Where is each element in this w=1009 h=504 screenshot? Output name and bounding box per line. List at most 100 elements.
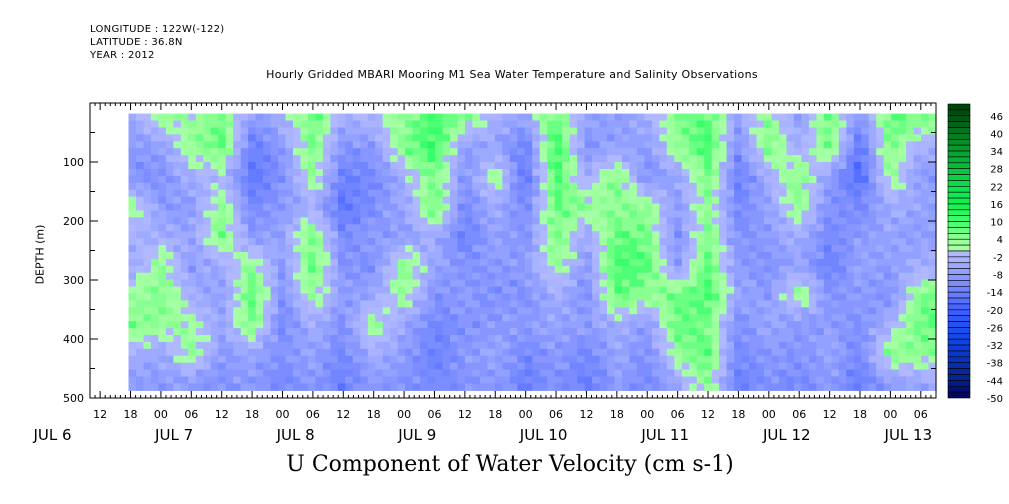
- heatmap-cell: [218, 293, 227, 301]
- heatmap-cell: [195, 182, 204, 191]
- heatmap-cell: [293, 127, 302, 135]
- heatmap-cell: [592, 141, 601, 149]
- heatmap-cell: [741, 362, 750, 371]
- heatmap-cell: [397, 265, 406, 274]
- heatmap-cell: [465, 196, 474, 205]
- heatmap-cell: [278, 300, 287, 308]
- heatmap-cell: [823, 169, 832, 177]
- heatmap-cell: [928, 252, 937, 260]
- heatmap-cell: [883, 355, 892, 364]
- heatmap-cell: [427, 293, 436, 301]
- x-hour-tick-label: 00: [883, 408, 897, 421]
- heatmap-cell: [173, 383, 182, 391]
- heatmap-cell: [128, 258, 137, 267]
- heatmap-cell: [322, 383, 331, 391]
- heatmap-cell: [666, 252, 675, 260]
- heatmap-cell: [405, 175, 414, 184]
- heatmap-cell: [891, 148, 900, 156]
- x-hour-tick-label: 12: [701, 408, 715, 421]
- heatmap-cell: [233, 335, 242, 343]
- heatmap-cell: [210, 265, 219, 274]
- heatmap-cell: [188, 245, 197, 253]
- heatmap-cell: [397, 272, 406, 281]
- heatmap-cell: [240, 196, 249, 205]
- heatmap-cell: [465, 376, 474, 384]
- heatmap-cell: [412, 245, 421, 253]
- heatmap-cell: [786, 369, 795, 378]
- heatmap-cell: [622, 307, 631, 315]
- heatmap-cell: [861, 245, 870, 253]
- heatmap-cell: [188, 175, 197, 184]
- heatmap-cell: [487, 210, 496, 218]
- heatmap-cell: [808, 328, 817, 336]
- heatmap-cell: [337, 348, 346, 357]
- heatmap-cell: [861, 148, 870, 156]
- heatmap-cell: [330, 148, 339, 156]
- heatmap-cell: [577, 217, 586, 225]
- heatmap-cell: [487, 189, 496, 198]
- heatmap-cell: [307, 245, 316, 253]
- heatmap-cell: [435, 134, 444, 142]
- heatmap-cell: [472, 148, 481, 156]
- heatmap-cell: [435, 162, 444, 170]
- heatmap-cell: [255, 196, 264, 205]
- heatmap-cell: [420, 376, 429, 384]
- heatmap-cell: [771, 300, 780, 308]
- heatmap-cell: [270, 307, 279, 315]
- heatmap-cell: [128, 272, 137, 281]
- heatmap-cell: [554, 348, 563, 357]
- heatmap-cell: [322, 341, 331, 350]
- heatmap-cell: [203, 258, 212, 267]
- heatmap-cell: [644, 224, 653, 232]
- colorbar-swatch: [947, 144, 971, 152]
- heatmap-cell: [203, 196, 212, 205]
- heatmap-cell: [248, 258, 257, 267]
- heatmap-cell: [696, 182, 705, 191]
- heatmap-cell: [502, 321, 511, 329]
- heatmap-cell: [524, 113, 533, 122]
- heatmap-cell: [345, 231, 354, 239]
- x-hour-tick-label: 06: [792, 408, 806, 421]
- heatmap-cell: [928, 127, 937, 135]
- heatmap-cell: [435, 141, 444, 149]
- heatmap-cell: [300, 348, 309, 357]
- heatmap-cell: [397, 369, 406, 378]
- heatmap-cell: [913, 321, 922, 329]
- heatmap-cell: [838, 376, 847, 384]
- heatmap-cell: [607, 258, 616, 267]
- heatmap-cell: [278, 148, 287, 156]
- heatmap-cell: [853, 341, 862, 350]
- heatmap-cell: [696, 272, 705, 281]
- heatmap-cell: [233, 113, 242, 122]
- heatmap-cell: [592, 238, 601, 246]
- heatmap-cell: [928, 369, 937, 378]
- heatmap-cell: [487, 169, 496, 177]
- heatmap-cell: [823, 182, 832, 191]
- x-hour-tick-label: 00: [762, 408, 776, 421]
- heatmap-cell: [435, 279, 444, 288]
- heatmap-cell: [883, 203, 892, 212]
- heatmap-cell: [838, 120, 847, 128]
- heatmap-cell: [225, 210, 234, 218]
- heatmap-cell: [255, 162, 264, 170]
- heatmap-cell: [696, 369, 705, 378]
- heatmap-cell: [293, 376, 302, 384]
- heatmap-cell: [861, 210, 870, 218]
- heatmap-cell: [711, 224, 720, 232]
- heatmap-cell: [704, 335, 713, 343]
- heatmap-cell: [300, 182, 309, 191]
- heatmap-cell: [577, 300, 586, 308]
- heatmap-cell: [248, 293, 257, 301]
- y-tick-label: 300: [63, 274, 84, 287]
- heatmap-cell: [427, 328, 436, 336]
- heatmap-cell: [779, 265, 788, 274]
- heatmap-cell: [165, 307, 174, 315]
- heatmap-cell: [158, 362, 167, 371]
- heatmap-cell: [532, 383, 541, 391]
- heatmap-cell: [704, 162, 713, 170]
- heatmap-cell: [375, 335, 384, 343]
- heatmap-cell: [764, 196, 773, 205]
- heatmap-cell: [225, 321, 234, 329]
- heatmap-cell: [883, 335, 892, 343]
- heatmap-cell: [906, 293, 915, 301]
